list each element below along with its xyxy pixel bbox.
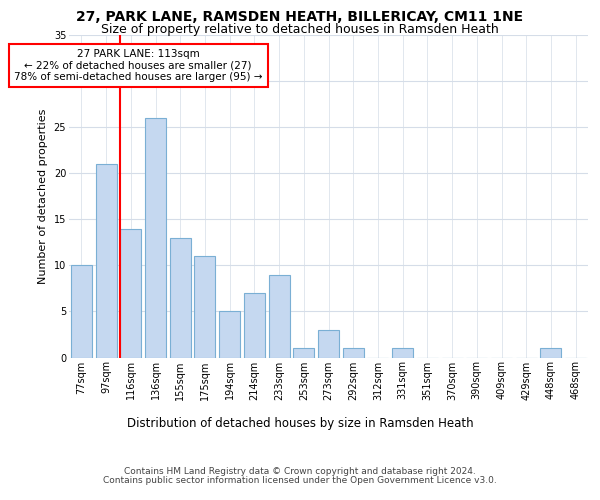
Bar bbox=[269, 274, 290, 357]
Text: Contains HM Land Registry data © Crown copyright and database right 2024.: Contains HM Land Registry data © Crown c… bbox=[124, 467, 476, 476]
Text: Distribution of detached houses by size in Ramsden Heath: Distribution of detached houses by size … bbox=[127, 417, 473, 430]
Text: 27, PARK LANE, RAMSDEN HEATH, BILLERICAY, CM11 1NE: 27, PARK LANE, RAMSDEN HEATH, BILLERICAY… bbox=[76, 10, 524, 24]
Bar bbox=[219, 312, 240, 358]
Bar bbox=[343, 348, 364, 358]
Text: Contains public sector information licensed under the Open Government Licence v3: Contains public sector information licen… bbox=[103, 476, 497, 485]
Bar bbox=[194, 256, 215, 358]
Text: 27 PARK LANE: 113sqm
← 22% of detached houses are smaller (27)
78% of semi-detac: 27 PARK LANE: 113sqm ← 22% of detached h… bbox=[14, 49, 262, 82]
Bar bbox=[71, 266, 92, 358]
Bar bbox=[145, 118, 166, 358]
Text: Size of property relative to detached houses in Ramsden Heath: Size of property relative to detached ho… bbox=[101, 22, 499, 36]
Y-axis label: Number of detached properties: Number of detached properties bbox=[38, 108, 48, 284]
Bar bbox=[120, 228, 141, 358]
Bar bbox=[244, 293, 265, 358]
Bar bbox=[95, 164, 116, 358]
Bar bbox=[541, 348, 562, 358]
Bar bbox=[318, 330, 339, 357]
Bar bbox=[170, 238, 191, 358]
Bar bbox=[392, 348, 413, 358]
Bar bbox=[293, 348, 314, 358]
